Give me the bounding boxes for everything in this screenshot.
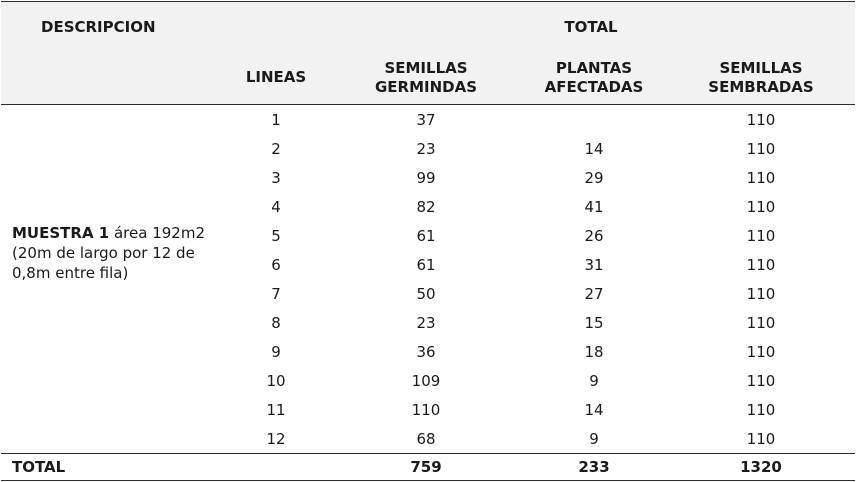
cell-semillas-sembradas: 110 xyxy=(746,285,776,303)
cell-plantas-afectadas: 9 xyxy=(589,372,599,390)
cell-plantas-afectadas: 31 xyxy=(584,256,604,274)
cell-semillas-sembradas: 110 xyxy=(746,343,776,361)
cell-semillas-germindas: 61 xyxy=(416,227,436,245)
cell-linea: 1 xyxy=(271,111,281,129)
header-semillas-sembradas: SEMILLAS SEMBRADAS xyxy=(708,59,814,96)
cell-semillas-germindas: 36 xyxy=(416,343,436,361)
cell-linea: 7 xyxy=(271,285,281,303)
cell-semillas-germindas: 109 xyxy=(411,372,441,390)
cell-linea: 6 xyxy=(271,256,281,274)
cell-semillas-sembradas: 110 xyxy=(746,140,776,158)
table-row: 12 68 9 110 xyxy=(1,426,855,455)
cell-linea: 2 xyxy=(271,140,281,158)
table-header: DESCRIPCION TOTAL LINEAS SEMILLAS GERMIN… xyxy=(1,1,855,105)
cell-plantas-afectadas: 18 xyxy=(584,343,604,361)
table-footer-total: TOTAL 759 233 1320 xyxy=(1,453,855,481)
cell-semillas-sembradas: 110 xyxy=(746,169,776,187)
table-body: 1 37 110 2 23 14 110 3 99 29 110 4 82 41… xyxy=(1,107,855,455)
cell-linea: 5 xyxy=(271,227,281,245)
cell-semillas-sembradas: 110 xyxy=(746,198,776,216)
cell-semillas-germindas: 99 xyxy=(416,169,436,187)
table-row: 10 109 9 110 xyxy=(1,368,855,397)
muestra-label: MUESTRA 1 xyxy=(12,224,110,242)
cell-semillas-germindas: 50 xyxy=(416,285,436,303)
cell-linea: 12 xyxy=(266,430,286,448)
cell-plantas-afectadas: 15 xyxy=(584,314,604,332)
muestra-text: área 192m2 (20m de largo por 12 de 0,8m … xyxy=(12,224,205,282)
table-row: 1 37 110 xyxy=(1,107,855,136)
table-row: 8 23 15 110 xyxy=(1,310,855,339)
table-row: 3 99 29 110 xyxy=(1,165,855,194)
header-lineas: LINEAS xyxy=(245,68,307,86)
table-row: 4 82 41 110 xyxy=(1,194,855,223)
cell-semillas-sembradas: 110 xyxy=(746,314,776,332)
cell-semillas-sembradas: 110 xyxy=(746,372,776,390)
cell-linea: 3 xyxy=(271,169,281,187)
header-plantas-afectadas: PLANTAS AFECTADAS xyxy=(544,59,644,96)
cell-plantas-afectadas: 41 xyxy=(584,198,604,216)
muestra-description: MUESTRA 1 área 192m2 (20m de largo por 1… xyxy=(12,223,222,283)
footer-total-plantas-afectadas: 233 xyxy=(578,458,610,476)
header-descripcion: DESCRIPCION xyxy=(41,18,156,36)
table-row: 6 61 31 110 xyxy=(1,252,855,281)
header-semillas-germindas: SEMILLAS GERMINDAS xyxy=(374,59,478,96)
cell-semillas-sembradas: 110 xyxy=(746,227,776,245)
table-row: 2 23 14 110 xyxy=(1,136,855,165)
cell-plantas-afectadas: 9 xyxy=(589,430,599,448)
header-total: TOTAL xyxy=(564,18,618,36)
cell-semillas-sembradas: 110 xyxy=(746,256,776,274)
cell-linea: 8 xyxy=(271,314,281,332)
table-row: 9 36 18 110 xyxy=(1,339,855,368)
cell-semillas-germindas: 23 xyxy=(416,140,436,158)
cell-linea: 11 xyxy=(266,401,286,419)
table-row: 7 50 27 110 xyxy=(1,281,855,310)
cell-linea: 9 xyxy=(271,343,281,361)
footer-total-semillas-germindas: 759 xyxy=(410,458,442,476)
cell-semillas-sembradas: 110 xyxy=(746,111,776,129)
cell-semillas-germindas: 37 xyxy=(416,111,436,129)
cell-semillas-sembradas: 110 xyxy=(746,430,776,448)
cell-plantas-afectadas: 14 xyxy=(584,140,604,158)
cell-plantas-afectadas: 26 xyxy=(584,227,604,245)
cell-plantas-afectadas: 14 xyxy=(584,401,604,419)
cell-semillas-germindas: 61 xyxy=(416,256,436,274)
cell-semillas-germindas: 110 xyxy=(411,401,441,419)
cell-plantas-afectadas: 27 xyxy=(584,285,604,303)
cell-semillas-germindas: 82 xyxy=(416,198,436,216)
cell-semillas-germindas: 68 xyxy=(416,430,436,448)
cell-linea: 10 xyxy=(266,372,286,390)
table-row: 11 110 14 110 xyxy=(1,397,855,426)
cell-semillas-sembradas: 110 xyxy=(746,401,776,419)
cell-plantas-afectadas: 29 xyxy=(584,169,604,187)
table-row: 5 61 26 110 xyxy=(1,223,855,252)
cell-semillas-germindas: 23 xyxy=(416,314,436,332)
footer-total-label: TOTAL xyxy=(12,458,66,476)
cell-linea: 4 xyxy=(271,198,281,216)
footer-total-semillas-sembradas: 1320 xyxy=(740,458,782,476)
